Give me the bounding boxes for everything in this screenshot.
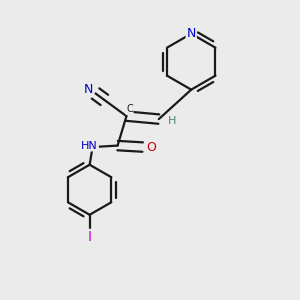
Text: I: I (88, 230, 92, 244)
Text: HN: HN (81, 141, 98, 151)
Text: H: H (168, 116, 176, 126)
Text: N: N (83, 82, 93, 95)
Text: O: O (146, 141, 156, 154)
Text: C: C (126, 104, 133, 114)
Text: N: N (187, 27, 196, 40)
